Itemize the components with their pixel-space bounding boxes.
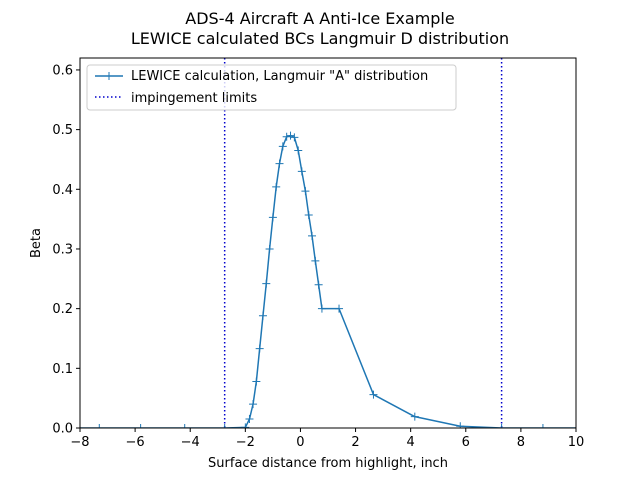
lewice-data-point (136, 424, 145, 428)
lewice-data-point (282, 132, 291, 141)
lewice-data-point (311, 256, 320, 265)
x-tick-label: 6 (462, 435, 470, 450)
lewice-data-point (268, 213, 277, 222)
lewice-data-point (255, 344, 264, 353)
y-axis: 0.0 0.1 0.2 0.3 0.4 0.5 0.6 (52, 63, 80, 437)
x-tick-label: 10 (568, 435, 585, 450)
lewice-data-point (538, 424, 547, 428)
lewice-data-point (369, 390, 378, 399)
lewice-data-point (410, 412, 419, 421)
y-tick-label: 0.0 (52, 422, 73, 437)
lewice-data-point (335, 304, 344, 313)
lewice-data-point (304, 210, 313, 219)
x-tick-label: −8 (70, 435, 89, 450)
lewice-data-point (252, 377, 261, 386)
x-tick-label: −6 (126, 435, 145, 450)
x-tick-label: 2 (351, 435, 359, 450)
lewice-data-point (297, 167, 306, 176)
lewice-data-point (275, 159, 284, 168)
y-tick-label: 0.3 (52, 242, 73, 257)
x-tick-label: 8 (517, 435, 525, 450)
legend-entry-limits: impingement limits (131, 91, 257, 106)
lewice-data-point (301, 187, 310, 196)
chart-subtitle: LEWICE calculated BCs Langmuir D distrib… (131, 29, 509, 48)
legend-marker-swatch (105, 72, 113, 80)
legend: LEWICE calculation, Langmuir "A" distrib… (86, 64, 457, 111)
plot-area (80, 58, 576, 428)
x-tick-label: 0 (296, 435, 304, 450)
lewice-data-point (290, 133, 299, 142)
lewice-data-point (314, 280, 323, 289)
lewice-data-point (258, 311, 267, 320)
lewice-data-point (456, 422, 465, 428)
y-tick-label: 0.6 (52, 63, 73, 78)
x-tick-label: −4 (181, 435, 200, 450)
y-tick-label: 0.2 (52, 302, 73, 317)
y-tick-label: 0.1 (52, 362, 73, 377)
lewice-data-point (294, 146, 303, 155)
x-axis-label: Surface distance from highlight, inch (208, 456, 448, 471)
y-axis-label: Beta (29, 228, 44, 258)
lewice-data-point (249, 400, 258, 409)
lewice-data-point (497, 424, 506, 428)
lewice-data-point (308, 231, 317, 240)
lewice-data-point (95, 424, 104, 428)
plot-frame (79, 57, 577, 429)
y-tick-label: 0.5 (52, 123, 73, 138)
lewice-data-point (317, 304, 326, 313)
lewice-data-point (278, 142, 287, 151)
lewice-data-point (220, 424, 229, 428)
legend-entry-lewice: LEWICE calculation, Langmuir "A" distrib… (131, 69, 428, 84)
x-axis: −8 −6 −4 −2 0 2 4 6 8 10 (70, 428, 584, 450)
lewice-data-point (265, 244, 274, 253)
lewice-data-point (272, 182, 281, 191)
lewice-data-point (262, 279, 271, 288)
lewice-data-point (241, 423, 250, 428)
legend-box (86, 64, 457, 111)
lewice-data-point (578, 424, 586, 432)
x-tick-label: −2 (236, 435, 255, 450)
chart-title: ADS-4 Aircraft A Anti-Ice Example (185, 9, 454, 28)
lewice-data-point (180, 424, 189, 428)
x-tick-label: 4 (407, 435, 415, 450)
y-tick-label: 0.4 (52, 183, 73, 198)
lewice-data-point (286, 131, 295, 140)
lewice-data-point (245, 415, 254, 424)
lewice-data-point (15, 424, 23, 432)
